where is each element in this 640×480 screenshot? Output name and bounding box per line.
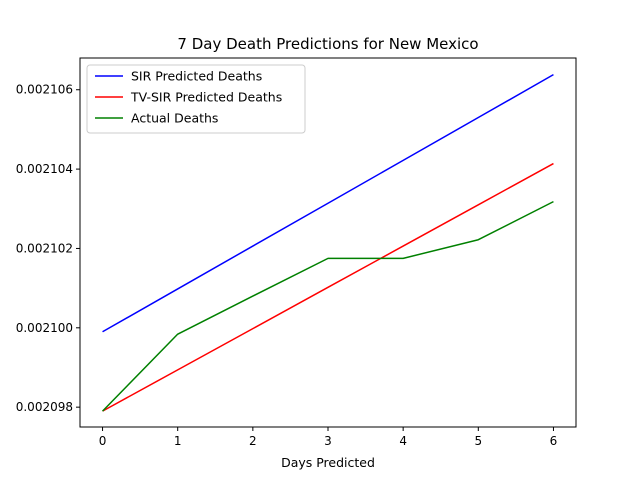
plot-area <box>102 74 554 412</box>
y-tick-label: 0.002100 <box>16 321 73 335</box>
legend-entry: TV-SIR Predicted Deaths <box>130 90 282 105</box>
chart-title: 7 Day Death Predictions for New Mexico <box>177 35 478 53</box>
x-tick-label: 0 <box>99 434 107 448</box>
legend-entry: Actual Deaths <box>131 111 218 126</box>
x-tick-label: 3 <box>324 434 332 448</box>
x-axis: 0 1 2 3 4 5 6 <box>99 427 558 448</box>
x-axis-label: Days Predicted <box>281 455 375 470</box>
y-axis: 0.002098 0.002100 0.002102 0.002104 0.002106 <box>16 83 80 414</box>
x-tick-label: 1 <box>174 434 182 448</box>
x-tick-label: 4 <box>399 434 407 448</box>
y-tick-label: 0.002102 <box>16 241 73 255</box>
series-line-2 <box>102 200 554 412</box>
series-line-0 <box>102 74 554 333</box>
x-tick-label: 6 <box>550 434 558 448</box>
x-tick-label: 2 <box>249 434 257 448</box>
y-tick-label: 0.002104 <box>16 162 73 176</box>
legend-box <box>86 64 306 134</box>
y-tick-label: 0.002106 <box>16 83 73 97</box>
series-line-1 <box>102 162 554 412</box>
x-tick-label: 5 <box>474 434 482 448</box>
legend: SIR Predicted Deaths TV-SIR Predicted Dea… <box>86 64 306 134</box>
legend-entry: SIR Predicted Deaths <box>131 69 262 84</box>
y-tick-label: 0.002098 <box>16 400 73 414</box>
